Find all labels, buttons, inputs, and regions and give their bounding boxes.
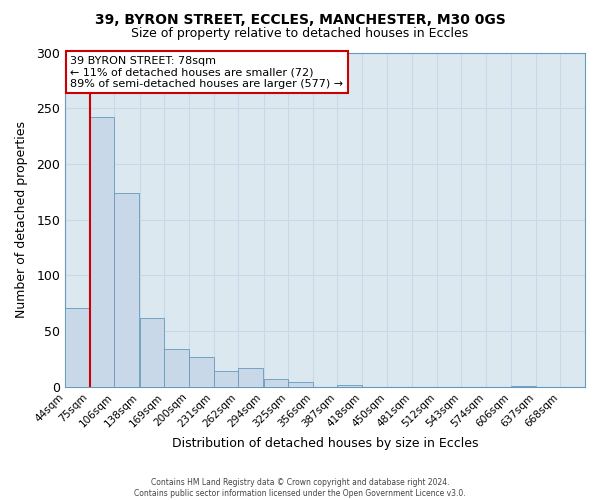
Bar [238,368,263,387]
Text: Size of property relative to detached houses in Eccles: Size of property relative to detached ho… [131,28,469,40]
Bar [65,308,89,387]
Bar [288,382,313,387]
Bar [164,349,189,387]
Text: 39 BYRON STREET: 78sqm
← 11% of detached houses are smaller (72)
89% of semi-det: 39 BYRON STREET: 78sqm ← 11% of detached… [70,56,343,89]
Text: Contains HM Land Registry data © Crown copyright and database right 2024.
Contai: Contains HM Land Registry data © Crown c… [134,478,466,498]
Bar [89,117,114,387]
Bar [263,379,288,387]
Y-axis label: Number of detached properties: Number of detached properties [15,121,28,318]
Bar [511,386,536,387]
Bar [140,318,164,387]
Bar [214,372,238,387]
Text: 39, BYRON STREET, ECCLES, MANCHESTER, M30 0GS: 39, BYRON STREET, ECCLES, MANCHESTER, M3… [95,12,505,26]
X-axis label: Distribution of detached houses by size in Eccles: Distribution of detached houses by size … [172,437,478,450]
Bar [114,193,139,387]
Bar [337,384,362,387]
Bar [189,357,214,387]
